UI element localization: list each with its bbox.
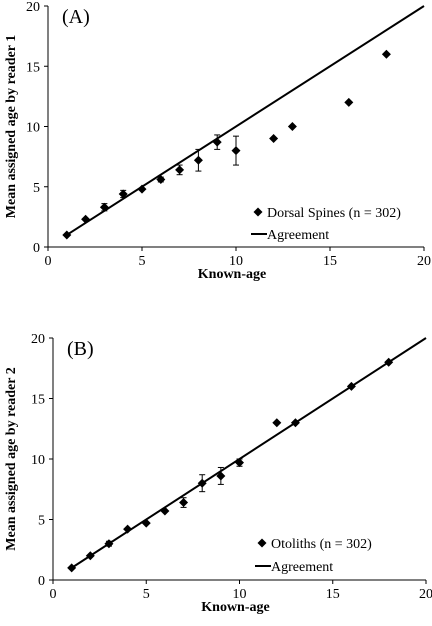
legend: Dorsal Spines (n = 302) Agreement [251,206,401,243]
y-tick-label: 15 [31,393,45,408]
chart-panel-b: 0 5 10 15 20 0 5 10 15 20 Known-age Mean assigned a… [4,332,432,615]
x-tick-label: 20 [417,254,431,269]
data-point [197,478,207,488]
legend-label-line: Agreement [267,228,329,243]
data-point [81,214,91,224]
data-point [118,189,128,199]
agreement-line [66,5,425,236]
data-point [346,381,356,391]
data-point [384,357,394,367]
x-tick-label: 5 [143,587,150,602]
chart-panel-a: 0 5 10 15 20 0 5 10 15 20 Known-age Mean assigned a… [4,0,431,282]
data-point [137,184,147,194]
data-point [156,175,166,185]
data-point [141,518,151,528]
y-tick-label: 10 [31,453,45,468]
panel-label: (A) [62,6,90,28]
data-point [272,418,282,428]
y-tick-label: 5 [38,514,45,529]
data-point [67,563,77,573]
data-point [104,539,114,549]
y-tick-label: 5 [33,181,40,196]
y-axis-label: Mean assigned age by reader 2 [4,367,19,550]
y-tick-label: 0 [38,574,45,589]
data-point [175,165,185,175]
legend-label-points: Dorsal Spines (n = 302) [267,206,401,221]
data-point [193,155,203,165]
x-tick-label: 0 [50,587,57,602]
data-point [216,471,226,481]
x-axis-label: Known-age [201,600,269,615]
x-tick-label: 10 [229,254,243,269]
data-point [179,498,189,508]
data-point [269,134,279,144]
data-point [290,418,300,428]
y-tick-label: 20 [26,0,40,15]
data-point [231,146,241,156]
legend-label-points: Otoliths (n = 302) [271,537,372,552]
legend-marker-points [253,207,263,217]
legend: Otoliths (n = 302) Agreement [255,537,372,575]
x-tick-label: 0 [45,254,52,269]
legend-label-line: Agreement [271,560,333,575]
data-point [235,458,244,468]
y-tick-label: 10 [26,121,40,136]
x-tick-label: 15 [326,587,340,602]
data-point [160,506,170,516]
x-tick-label: 15 [323,254,337,269]
x-axis-label: Known-age [198,267,266,282]
x-tick-label: 5 [139,254,146,269]
legend-marker-points [257,538,267,548]
panel-label: (B) [67,338,94,360]
y-axis-label: Mean assigned age by reader 1 [4,35,19,218]
data-point [123,524,133,534]
data-point [344,97,354,107]
data-point [287,122,297,131]
data-point [212,137,222,147]
y-tick-label: 0 [33,241,40,256]
data-point [381,49,391,59]
data-point [62,230,72,240]
x-tick-label: 20 [419,587,432,602]
y-tick-label: 15 [26,60,40,75]
y-tick-label: 20 [31,332,45,347]
agreement-line [71,337,427,569]
data-point [99,202,109,212]
x-tick-label: 10 [233,587,247,602]
data-point [85,551,95,561]
